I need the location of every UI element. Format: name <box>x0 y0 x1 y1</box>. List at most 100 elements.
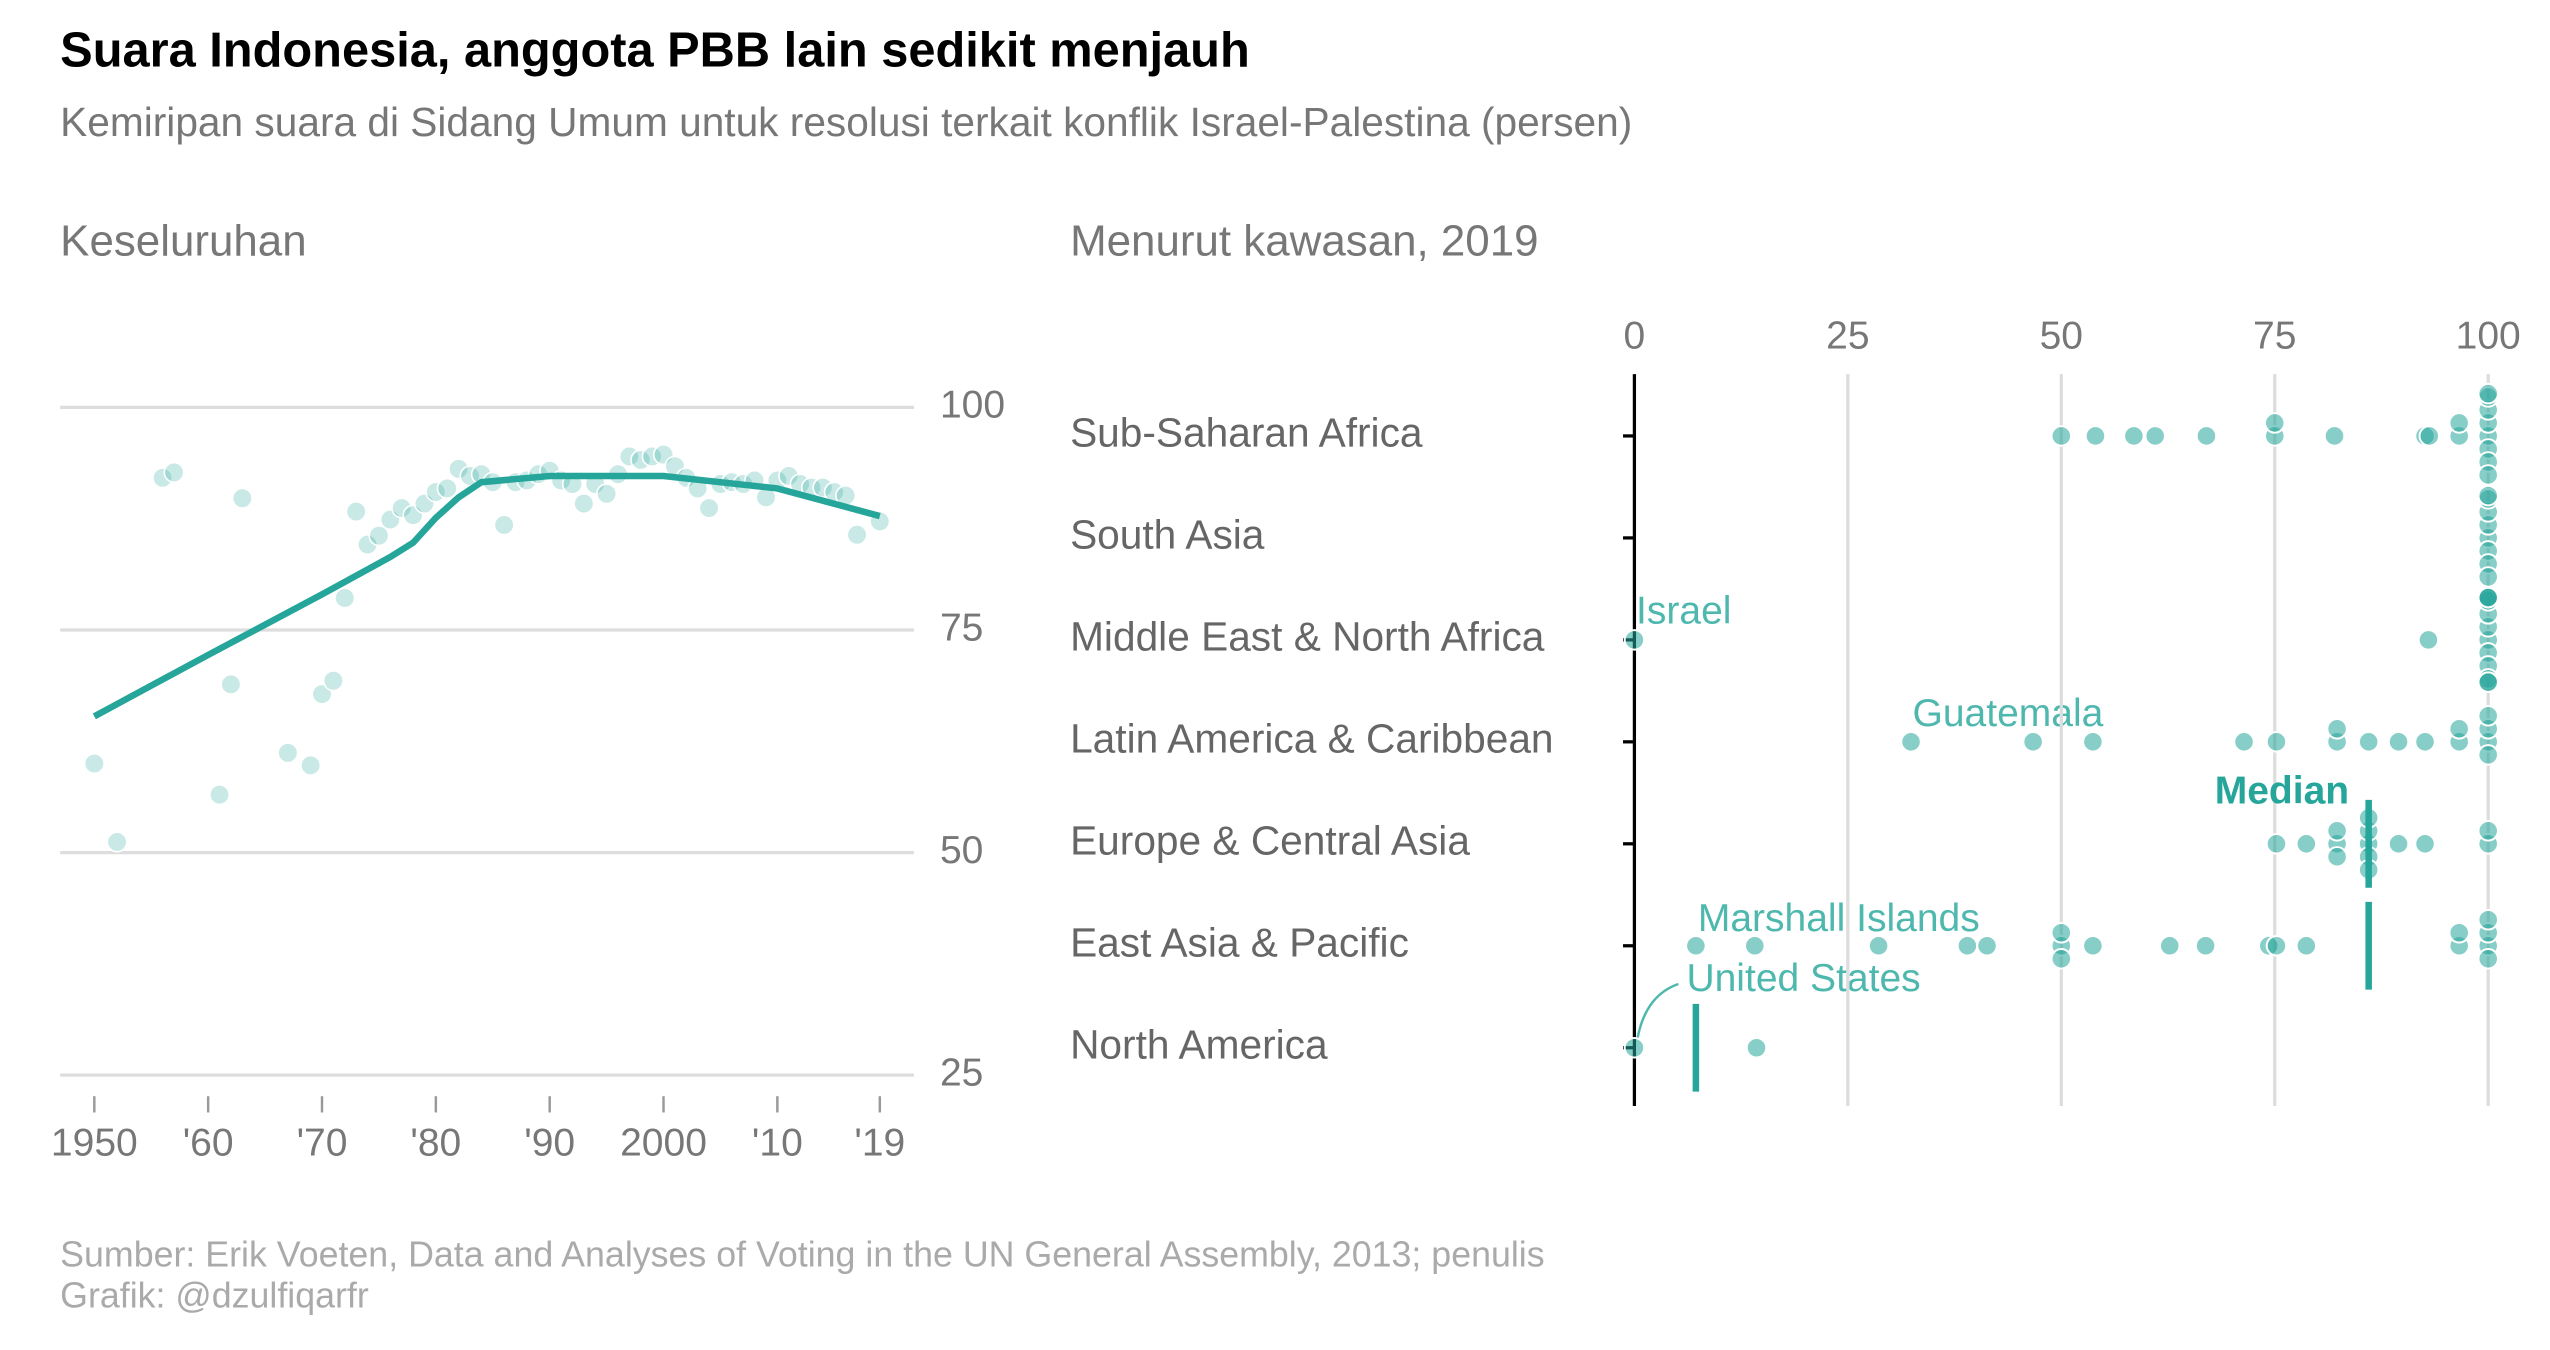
data-point <box>2326 820 2348 842</box>
category-label: Sub-Saharan Africa <box>1070 410 1423 456</box>
data-point <box>493 514 515 536</box>
data-point <box>1900 731 1922 753</box>
data-point <box>220 673 242 695</box>
data-point <box>345 501 367 523</box>
data-point <box>2477 948 2499 970</box>
data-point <box>436 477 458 500</box>
data-point <box>1976 935 1998 957</box>
data-point <box>208 784 231 806</box>
data-point <box>698 497 720 519</box>
x-tick-label: '80 <box>410 1121 461 1164</box>
y-tick-label: 75 <box>940 606 983 649</box>
data-point <box>2265 833 2288 855</box>
data-point <box>1623 1037 1646 1059</box>
data-point <box>2295 935 2318 957</box>
data-point <box>2159 935 2181 957</box>
data-point <box>2477 671 2499 693</box>
leader-line <box>1636 982 1679 1038</box>
data-point <box>2326 718 2348 740</box>
data-point <box>618 445 640 467</box>
data-point <box>2265 935 2288 957</box>
data-point <box>2295 833 2318 855</box>
data-point <box>2123 425 2145 447</box>
annotation: Israel <box>1636 590 1731 633</box>
data-point <box>2323 425 2346 447</box>
data-point <box>152 467 174 489</box>
data-point <box>83 752 105 775</box>
data-point <box>846 524 868 546</box>
data-point <box>2477 909 2499 931</box>
data-point <box>2477 705 2499 727</box>
data-point <box>2414 731 2436 753</box>
x-tick-label: '70 <box>297 1121 348 1164</box>
data-point <box>2357 731 2380 753</box>
data-point <box>2477 382 2499 405</box>
data-point <box>2022 731 2044 753</box>
data-point <box>2387 731 2410 753</box>
data-point <box>2448 922 2470 944</box>
data-point <box>2233 731 2255 753</box>
category-label: South Asia <box>1070 512 1265 558</box>
data-point <box>2195 425 2218 447</box>
x-tick-label: 50 <box>2040 315 2083 358</box>
data-point <box>425 481 447 503</box>
y-tick-label: 50 <box>940 829 983 872</box>
data-point <box>163 461 185 483</box>
category-label: Latin America & Caribbean <box>1070 716 1553 762</box>
data-point <box>368 525 390 547</box>
y-tick-label: 25 <box>940 1051 983 1094</box>
data-point <box>630 449 652 471</box>
data-point <box>2477 464 2499 486</box>
data-point <box>2387 833 2410 855</box>
data-point <box>2082 731 2104 753</box>
data-point <box>2448 718 2470 740</box>
x-tick-label: 2000 <box>620 1121 707 1164</box>
x-tick-label: '10 <box>752 1121 803 1164</box>
x-tick-label: 1950 <box>51 1121 138 1164</box>
data-point <box>2477 586 2499 609</box>
data-point <box>448 458 470 480</box>
data-point <box>1956 935 1979 957</box>
annotation: Guatemala <box>1913 692 2104 735</box>
data-point <box>1745 1037 1768 1059</box>
data-point <box>2050 425 2073 447</box>
x-tick-label: '19 <box>854 1121 905 1164</box>
trend-line <box>92 472 881 720</box>
data-point <box>1744 935 1766 957</box>
category-label: North America <box>1070 1021 1328 1067</box>
panel-title: Menurut kawasan, 2019 <box>1070 217 1538 266</box>
median-label: Median <box>2215 770 2349 813</box>
data-point <box>231 487 253 509</box>
data-point <box>2084 425 2107 447</box>
data-point <box>391 497 413 519</box>
data-point <box>2194 935 2217 957</box>
x-tick-label: 75 <box>2253 315 2296 358</box>
y-tick-label: 100 <box>940 384 1005 427</box>
category-label: Middle East & North Africa <box>1070 614 1545 660</box>
data-point <box>596 483 618 505</box>
annotation: Marshall Islands <box>1698 897 1980 940</box>
data-point <box>2418 425 2441 447</box>
panel-title: Keseluruhan <box>60 217 306 266</box>
data-point <box>2414 833 2436 855</box>
data-point <box>300 754 322 776</box>
x-tick-label: 25 <box>1826 315 1869 358</box>
data-point <box>2477 744 2499 766</box>
data-point <box>2050 948 2073 970</box>
x-tick-label: '90 <box>524 1121 575 1164</box>
source: Sumber: Erik Voeten, Data and Analyses o… <box>60 1235 1544 1275</box>
data-point <box>106 831 128 853</box>
x-tick-label: 100 <box>2456 315 2521 358</box>
subtitle: Kemiripan suara di Sidang Umum untuk res… <box>60 99 1632 145</box>
data-point <box>311 683 333 705</box>
data-point <box>334 587 356 609</box>
data-point <box>1623 629 1646 651</box>
data-point <box>1685 935 1707 957</box>
data-point <box>1867 935 1890 957</box>
data-point <box>2477 820 2499 842</box>
data-point <box>2144 425 2166 447</box>
data-point <box>2477 566 2499 588</box>
data-point <box>322 670 344 692</box>
data-point <box>778 465 800 487</box>
